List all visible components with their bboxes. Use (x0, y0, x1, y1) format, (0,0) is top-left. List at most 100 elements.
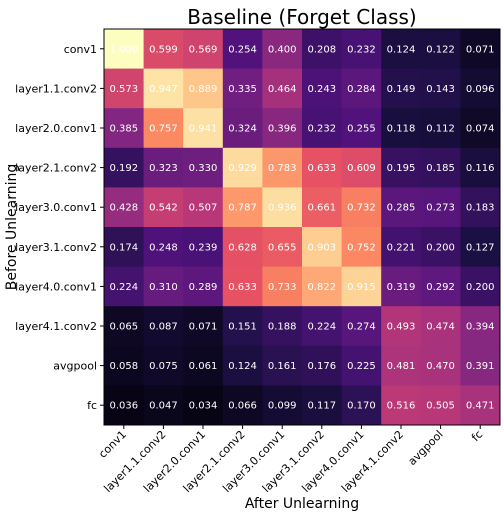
cell-value-label: 0.065 (109, 322, 138, 333)
cell-value-label: 0.947 (149, 84, 178, 95)
heatmap-cell (222, 345, 263, 386)
cell-value-label: 0.516 (387, 401, 416, 412)
cell-value-label: 0.188 (268, 322, 297, 333)
cell-value-label: 1.000 (109, 44, 138, 55)
y-tick-label: layer3.0.conv1 (15, 201, 97, 214)
cell-value-label: 0.149 (387, 84, 416, 95)
heatmap-cell (460, 68, 501, 109)
heatmap-cell (420, 147, 461, 188)
heatmap-cell (420, 29, 461, 70)
heatmap-cell (341, 266, 382, 307)
cell-value-label: 0.170 (347, 401, 376, 412)
heatmap-cell (341, 29, 382, 70)
y-tick-label: layer3.1.conv2 (15, 241, 97, 254)
cell-value-label: 0.633 (228, 282, 257, 293)
cell-value-label: 0.324 (228, 124, 257, 135)
heatmap-cell (420, 108, 461, 149)
heatmap-cell (381, 187, 422, 228)
heatmap-cell (183, 108, 224, 149)
cell-value-label: 0.273 (426, 203, 455, 214)
cell-value-label: 0.071 (189, 322, 218, 333)
cell-value-label: 0.323 (149, 163, 178, 174)
cell-value-label: 0.232 (307, 124, 336, 135)
heatmap-cell (262, 29, 303, 70)
heatmap-cell (222, 147, 263, 188)
cell-value-label: 0.200 (466, 282, 495, 293)
cell-value-label: 0.292 (426, 282, 455, 293)
cell-value-label: 0.255 (347, 124, 376, 135)
heatmap-cell (460, 187, 501, 228)
cell-value-label: 0.047 (149, 401, 178, 412)
heatmap-cell (420, 345, 461, 386)
cell-value-label: 0.183 (466, 203, 495, 214)
x-tick-label: conv1 (96, 428, 129, 461)
cell-value-label: 0.116 (466, 163, 495, 174)
cell-value-label: 0.471 (466, 401, 495, 412)
cell-value-label: 0.112 (426, 124, 455, 135)
heatmap-cell (143, 345, 184, 386)
heatmap-cell (183, 68, 224, 109)
heatmap-cell (262, 385, 303, 426)
cell-value-label: 0.481 (387, 361, 416, 372)
heatmap-cell (420, 385, 461, 426)
heatmap-cell (302, 147, 343, 188)
x-tick-label: avgpool (406, 428, 446, 468)
heatmap-cell (104, 147, 145, 188)
heatmap-cell (262, 345, 303, 386)
cell-value-label: 0.428 (109, 203, 138, 214)
heatmap-cell (381, 345, 422, 386)
heatmap-cell (222, 29, 263, 70)
cell-value-label: 0.143 (426, 84, 455, 95)
cell-value-label: 0.661 (307, 203, 336, 214)
heatmap-cell (143, 266, 184, 307)
cell-value-label: 0.074 (466, 124, 495, 135)
heatmap-cell (183, 266, 224, 307)
cell-value-label: 0.195 (387, 163, 416, 174)
heatmap-cell (104, 306, 145, 347)
y-tick-label: layer4.1.conv2 (15, 320, 97, 333)
heatmap-cell (143, 187, 184, 228)
heatmap-cell (104, 227, 145, 268)
x-axis-label: After Unlearning (245, 496, 359, 512)
y-tick-label: conv1 (64, 43, 97, 56)
cell-value-label: 0.075 (149, 361, 178, 372)
heatmap-cell (262, 266, 303, 307)
heatmap-cell (460, 227, 501, 268)
cell-value-label: 0.335 (228, 84, 257, 95)
cell-value-label: 0.239 (189, 242, 218, 253)
heatmap-cell (183, 147, 224, 188)
heatmap-cell (262, 147, 303, 188)
heatmap-cell (262, 187, 303, 228)
cell-value-label: 0.036 (109, 401, 138, 412)
cell-value-label: 0.915 (347, 282, 376, 293)
heatmap-cell (104, 187, 145, 228)
heatmap-cell (381, 147, 422, 188)
heatmap-cell (420, 227, 461, 268)
cell-value-label: 0.124 (387, 44, 416, 55)
heatmap-cell (143, 227, 184, 268)
cell-value-label: 0.224 (307, 322, 336, 333)
heatmap-cell (381, 306, 422, 347)
cell-value-label: 0.310 (149, 282, 178, 293)
cell-value-label: 0.192 (109, 163, 138, 174)
heatmap-cell (341, 147, 382, 188)
heatmap-cell (262, 227, 303, 268)
cell-value-label: 0.151 (228, 322, 257, 333)
y-tick-label: layer4.0.conv1 (15, 280, 97, 293)
heatmap-cell (381, 68, 422, 109)
heatmap-cell (104, 385, 145, 426)
heatmap-cell (420, 266, 461, 307)
cell-value-label: 0.232 (347, 44, 376, 55)
cell-value-label: 0.319 (387, 282, 416, 293)
cell-value-label: 0.071 (466, 44, 495, 55)
cell-value-label: 0.225 (347, 361, 376, 372)
heatmap-cell (341, 187, 382, 228)
heatmap-cell (222, 187, 263, 228)
cell-value-label: 0.573 (109, 84, 138, 95)
cell-value-label: 0.599 (149, 44, 178, 55)
heatmap-cell (302, 385, 343, 426)
heatmap-cell (381, 108, 422, 149)
heatmap-cell (341, 345, 382, 386)
cell-value-label: 0.569 (189, 44, 218, 55)
